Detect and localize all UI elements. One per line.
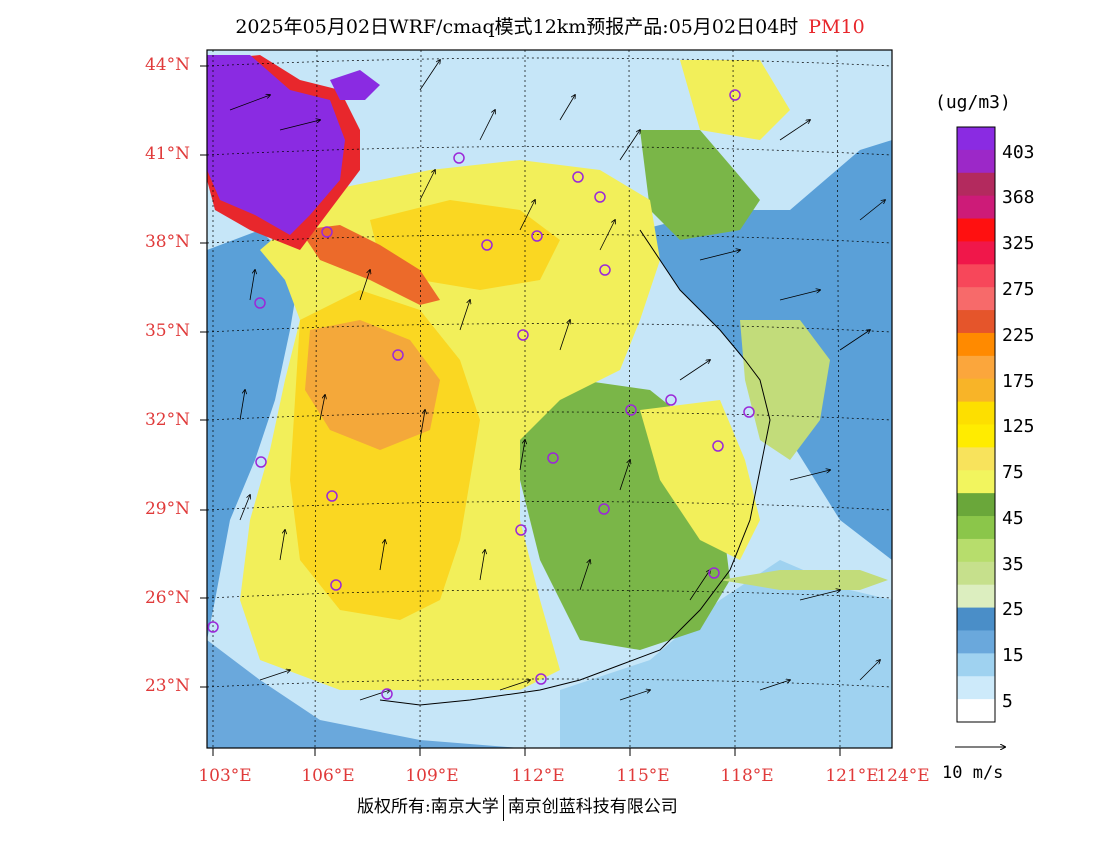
lon-label-115: 115°E xyxy=(616,766,670,786)
legend-swatch xyxy=(957,378,995,403)
lat-label-35: 35°N xyxy=(144,321,190,341)
land-orange xyxy=(305,320,440,450)
legend-swatch xyxy=(957,630,995,654)
title-variable: PM10 xyxy=(808,16,865,38)
legend-level: 5 xyxy=(1002,691,1013,712)
legend-level: 25 xyxy=(1002,599,1024,620)
legend-level: 125 xyxy=(1002,416,1035,437)
wind-arrows xyxy=(229,60,885,701)
lon-label-109: 109°E xyxy=(405,766,459,786)
copyright-right: 南京创蓝科技有限公司 xyxy=(507,797,678,817)
lat-label-44: 44°N xyxy=(144,55,190,75)
legend-level: 175 xyxy=(1002,371,1035,392)
legend-swatch xyxy=(957,470,995,494)
legend-swatch xyxy=(957,447,995,471)
legend-swatch xyxy=(957,149,995,174)
legend-swatch xyxy=(957,538,995,563)
map-frame xyxy=(206,49,893,749)
legend-level: 35 xyxy=(1002,554,1024,575)
legend-swatch xyxy=(957,653,995,677)
copyright-footer: 版权所有:南京大学 南京创蓝科技有限公司 xyxy=(357,792,678,821)
legend-swatch xyxy=(957,127,995,151)
legend-swatch xyxy=(957,607,995,631)
title-main: 2025年05月02日WRF/cmaq模式12km预报产品:05月02日04时 xyxy=(235,16,799,38)
legend-swatch xyxy=(957,424,995,448)
legend-level: 368 xyxy=(1002,187,1035,208)
legend-swatch xyxy=(957,287,995,311)
lat-label-38: 38°N xyxy=(144,232,190,252)
legend-swatch xyxy=(957,561,995,586)
axis-ticks xyxy=(200,65,841,756)
land-low-blue xyxy=(207,230,300,640)
legend-unit: (ug/m3) xyxy=(935,92,1011,113)
legend-frame xyxy=(956,126,996,723)
lon-label-118: 118°E xyxy=(720,766,774,786)
legend-colorbar xyxy=(957,127,995,723)
copyright-left: 版权所有:南京大学 xyxy=(357,797,499,817)
legend-swatch xyxy=(957,332,995,357)
legend-level: 45 xyxy=(1002,508,1024,529)
legend-swatch xyxy=(957,676,995,700)
legend-swatch xyxy=(957,493,995,517)
legend-level: 275 xyxy=(1002,279,1035,300)
legend-swatch xyxy=(957,310,995,334)
legend-swatch xyxy=(957,699,995,723)
land-purple xyxy=(207,55,345,235)
lat-label-23: 23°N xyxy=(144,676,190,696)
legend-swatch xyxy=(957,241,995,265)
legend-level: 403 xyxy=(1002,142,1035,163)
graticule xyxy=(207,50,892,748)
coastline xyxy=(379,229,771,706)
legend-swatch xyxy=(957,264,995,288)
legend-level: 15 xyxy=(1002,645,1024,666)
lat-label-26: 26°N xyxy=(144,588,190,608)
lon-label-124: 124°E xyxy=(876,766,930,786)
wind-reference-label: 10 m/s xyxy=(942,763,1004,783)
legend-swatch xyxy=(957,516,995,540)
legend-swatch xyxy=(957,355,995,380)
legend-level: 325 xyxy=(1002,233,1035,254)
map-title: 2025年05月02日WRF/cmaq模式12km预报产品:05月02日04时 P… xyxy=(0,12,1100,39)
city-markers xyxy=(207,89,755,700)
legend-swatch xyxy=(957,218,995,242)
lat-label-29: 29°N xyxy=(144,499,190,519)
lon-label-103: 103°E xyxy=(198,766,252,786)
lon-label-121: 121°E xyxy=(825,766,879,786)
legend-level: 75 xyxy=(1002,462,1024,483)
legend-level: 225 xyxy=(1002,325,1035,346)
footer-divider xyxy=(502,794,504,821)
lon-label-106: 106°E xyxy=(301,766,355,786)
legend-swatch xyxy=(957,584,995,609)
lon-label-112: 112°E xyxy=(511,766,565,786)
legend-swatch xyxy=(957,172,995,197)
map-area xyxy=(207,50,892,748)
legend-swatch xyxy=(957,195,995,220)
legend-swatch xyxy=(957,401,995,425)
lat-label-32: 32°N xyxy=(144,410,190,430)
lat-label-41: 41°N xyxy=(144,144,190,164)
